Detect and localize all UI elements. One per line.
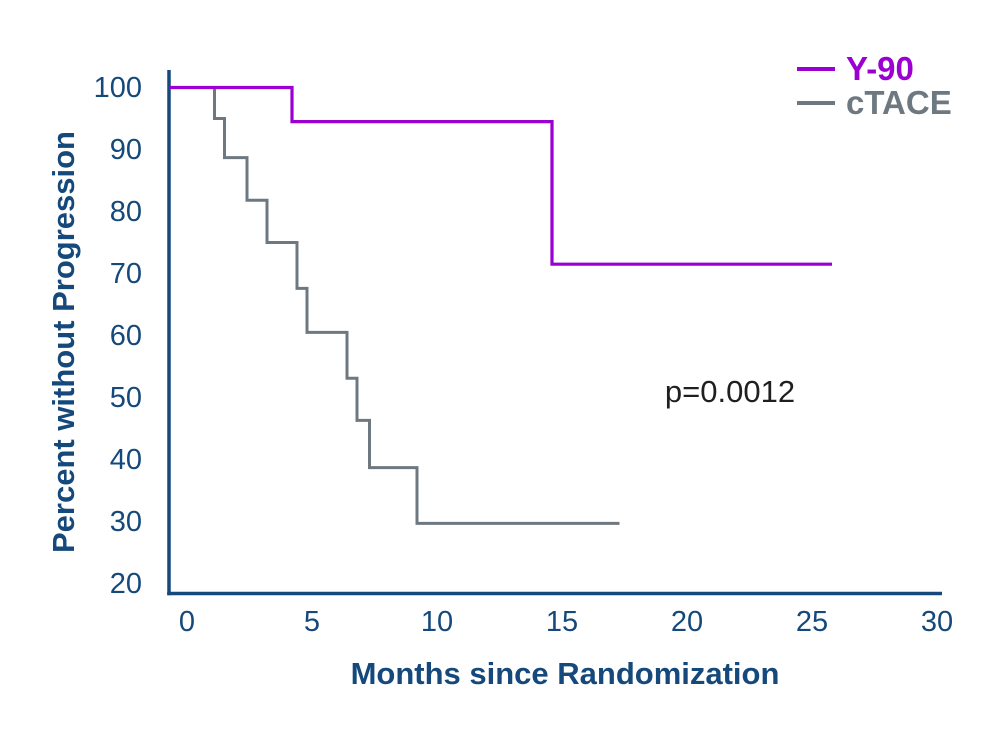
y-tick-label-80: 80: [109, 195, 142, 228]
legend-item-ctace: cTACE: [797, 86, 952, 119]
x-tick-label-10: 10: [420, 606, 454, 638]
x-tick-label-5: 5: [303, 606, 321, 638]
p-value-annotation: p=0.0012: [664, 374, 796, 409]
y90-line-swatch: [797, 66, 835, 71]
y-tick-label-30: 30: [109, 505, 142, 538]
y-tick-label-40: 40: [109, 443, 142, 476]
x-tick-label-15: 15: [545, 606, 579, 638]
x-tick-label-0: 0: [178, 606, 196, 638]
ctace-curve: [169, 86, 620, 525]
legend-item-y90: Y-90: [797, 52, 952, 85]
y-tick-label-70: 70: [109, 257, 142, 290]
x-tick-label-30: 30: [920, 606, 954, 638]
ctace-line-swatch: [797, 100, 835, 105]
y-axis-title: Percent without Progression: [46, 131, 81, 554]
legend: Y-90 cTACE: [797, 52, 952, 119]
legend-label-y90: Y-90: [846, 50, 914, 87]
y-tick-label-100: 100: [93, 71, 142, 104]
x-tick-label-20: 20: [670, 606, 704, 638]
y90-curve: [169, 85, 832, 266]
x-tick-label-25: 25: [795, 606, 829, 638]
legend-label-ctace: cTACE: [846, 84, 952, 121]
y-tick-label-90: 90: [109, 133, 142, 166]
y-tick-label-20: 20: [109, 567, 142, 600]
y-tick-label-60: 60: [109, 319, 142, 352]
x-axis-title: Months since Randomization: [350, 656, 780, 691]
y-tick-label-50: 50: [109, 381, 142, 414]
